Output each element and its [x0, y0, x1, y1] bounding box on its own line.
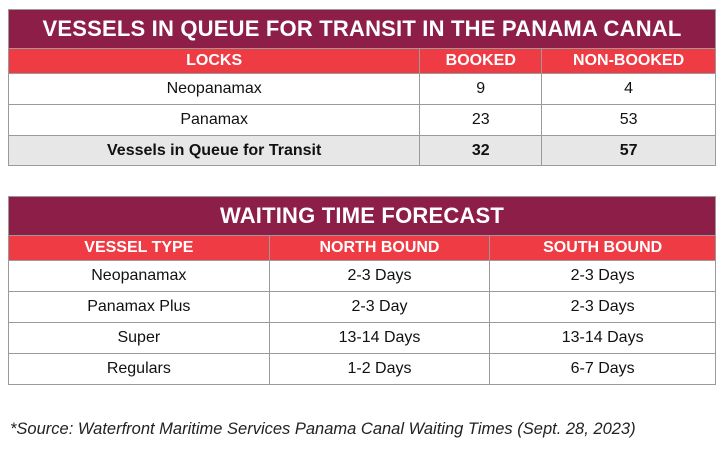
north-bound-time: 13-14 Days: [268, 322, 491, 354]
queue-table: VESSELS IN QUEUE FOR TRANSIT IN THE PANA…: [7, 9, 716, 166]
vessel-type: Panamax Plus: [8, 291, 270, 323]
lock-name: Neopanamax: [7, 73, 421, 105]
north-bound-time: 2-3 Days: [268, 260, 491, 292]
table-row: Neopanamax 9 4: [7, 73, 716, 105]
south-bound-time: 13-14 Days: [489, 322, 716, 354]
forecast-table-title: WAITING TIME FORECAST: [8, 196, 716, 236]
header-south-bound: SOUTH BOUND: [489, 235, 716, 261]
total-non-booked: 57: [541, 135, 716, 166]
vessel-type: Neopanamax: [8, 260, 270, 292]
lock-name: Panamax: [7, 104, 421, 136]
header-north-bound: NORTH BOUND: [268, 235, 491, 261]
vessel-type: Regulars: [8, 353, 270, 385]
north-bound-time: 2-3 Day: [268, 291, 491, 323]
south-bound-time: 6-7 Days: [489, 353, 716, 385]
header-locks: LOCKS: [7, 48, 421, 74]
header-non-booked: NON-BOOKED: [541, 48, 716, 74]
table-row: Neopanamax 2-3 Days 2-3 Days: [8, 260, 716, 292]
queue-table-title: VESSELS IN QUEUE FOR TRANSIT IN THE PANA…: [8, 9, 716, 49]
total-booked: 32: [419, 135, 543, 166]
south-bound-time: 2-3 Days: [489, 260, 716, 292]
non-booked-count: 4: [541, 73, 716, 105]
source-note: *Source: Waterfront Maritime Services Pa…: [10, 420, 636, 438]
booked-count: 9: [419, 73, 543, 105]
total-row: Vessels in Queue for Transit 32 57: [7, 135, 716, 166]
table-row: Super 13-14 Days 13-14 Days: [8, 322, 716, 354]
south-bound-time: 2-3 Days: [489, 291, 716, 323]
vessel-type: Super: [8, 322, 270, 354]
header-booked: BOOKED: [419, 48, 543, 74]
total-label: Vessels in Queue for Transit: [7, 135, 421, 166]
north-bound-time: 1-2 Days: [268, 353, 491, 385]
booked-count: 23: [419, 104, 543, 136]
header-vessel-type: VESSEL TYPE: [8, 235, 270, 261]
table-row: Regulars 1-2 Days 6-7 Days: [8, 353, 716, 385]
non-booked-count: 53: [541, 104, 716, 136]
table-row: Panamax Plus 2-3 Day 2-3 Days: [8, 291, 716, 323]
forecast-table: WAITING TIME FORECAST VESSEL TYPE NORTH …: [8, 196, 716, 385]
table-row: Panamax 23 53: [7, 104, 716, 136]
